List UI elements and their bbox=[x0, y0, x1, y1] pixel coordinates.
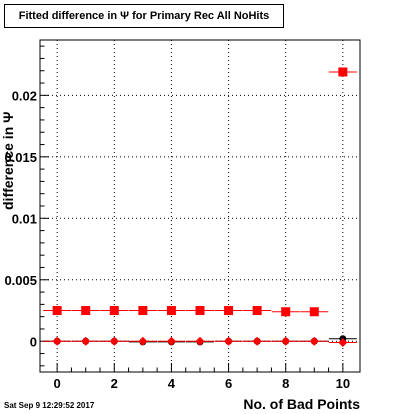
data-point-square bbox=[166, 306, 176, 316]
axes: 0 2 4 6 8 10 0 0.005 0.01 0.015 0.02 bbox=[4, 45, 350, 391]
x-tick-label: 6 bbox=[225, 376, 232, 391]
data-point-diamond bbox=[52, 336, 62, 346]
x-tick-label: 2 bbox=[111, 376, 118, 391]
data-point-diamond bbox=[252, 336, 262, 346]
y-axis-label: difference in Ψ bbox=[0, 111, 16, 210]
data-point-diamond bbox=[224, 336, 234, 346]
x-tick-label: 10 bbox=[336, 376, 350, 391]
y-tick-label: 0 bbox=[30, 334, 37, 349]
data-point-square bbox=[195, 306, 205, 316]
data-point-square bbox=[109, 306, 119, 316]
data-point-square bbox=[252, 306, 262, 316]
x-tick-label: 4 bbox=[168, 376, 176, 391]
plot-frame bbox=[39, 39, 361, 373]
data-point-diamond bbox=[166, 336, 176, 346]
data-point-diamond bbox=[138, 336, 148, 346]
y-tick-label: 0.005 bbox=[4, 273, 37, 288]
data-point-square bbox=[281, 307, 291, 317]
y-tick-label: 0.02 bbox=[12, 88, 37, 103]
grid-lines bbox=[40, 40, 360, 372]
data-marks bbox=[43, 67, 357, 347]
data-point-square bbox=[81, 306, 91, 316]
data-point-square bbox=[138, 306, 148, 316]
chart-title: Fitted difference in Ψ for Primary Rec A… bbox=[4, 4, 284, 28]
data-point-square bbox=[338, 67, 348, 77]
data-point-diamond bbox=[281, 336, 291, 346]
x-axis-label: No. of Bad Points bbox=[243, 396, 360, 412]
y-tick-label: 0.01 bbox=[12, 211, 37, 226]
data-point-diamond bbox=[338, 337, 348, 347]
data-point-diamond bbox=[81, 336, 91, 346]
data-point-square bbox=[52, 306, 62, 316]
data-point-square bbox=[309, 307, 319, 317]
data-point-diamond bbox=[309, 336, 319, 346]
data-point-diamond bbox=[195, 336, 205, 346]
x-tick-label: 0 bbox=[54, 376, 61, 391]
data-point-square bbox=[224, 306, 234, 316]
y-tick-label: 0.015 bbox=[4, 150, 37, 165]
timestamp: Sat Sep 9 12:29:52 2017 bbox=[4, 401, 95, 410]
data-point-diamond bbox=[109, 336, 119, 346]
x-tick-label: 8 bbox=[282, 376, 289, 391]
